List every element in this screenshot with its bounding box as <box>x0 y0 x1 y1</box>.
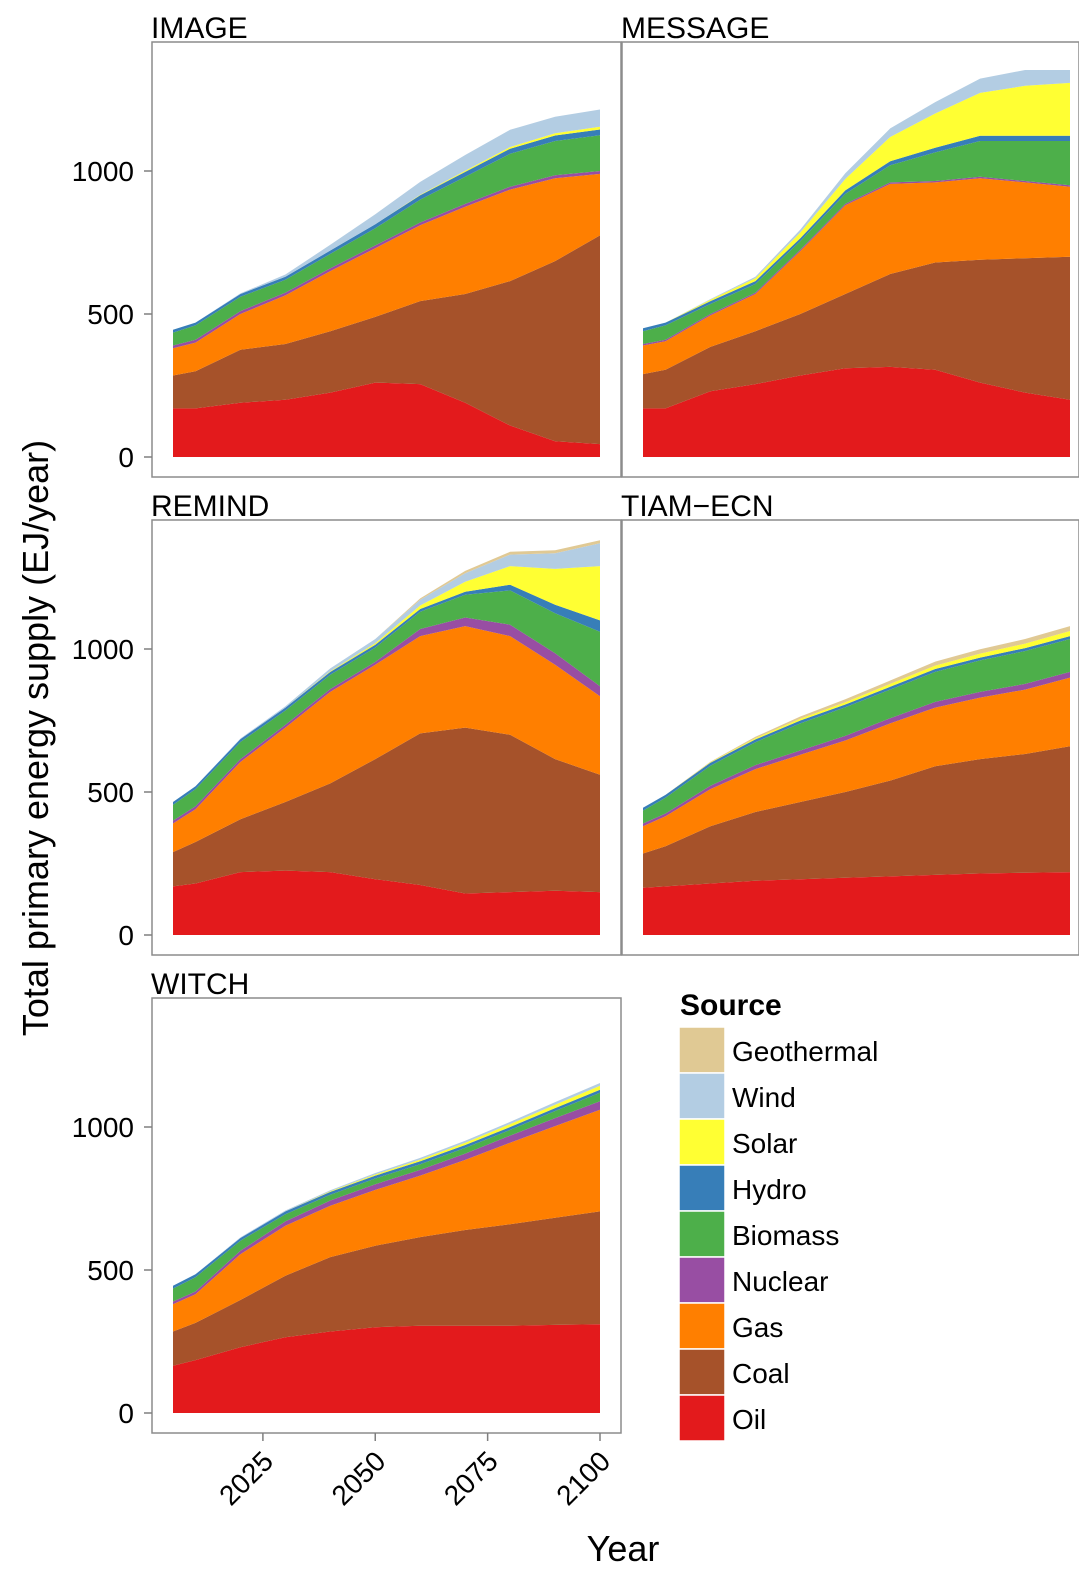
area-wind <box>173 1083 600 1286</box>
legend-swatch <box>678 1256 726 1304</box>
area-hydro <box>173 584 600 805</box>
area-coal <box>173 1211 600 1366</box>
y-tick-label: 0 <box>118 920 134 951</box>
area-oil <box>173 382 600 457</box>
legend-item-biomass: Biomass <box>678 1210 839 1258</box>
area-biomass <box>173 135 600 346</box>
legend-label: Gas <box>732 1312 783 1343</box>
legend-item-coal: Coal <box>678 1348 790 1396</box>
legend-swatch <box>678 1348 726 1396</box>
y-tick-label: 500 <box>87 1255 134 1286</box>
legend: Source Geothermal Wind Solar Hydro Biomass Nuc… <box>678 989 878 1442</box>
y-tick-label: 1000 <box>72 156 134 187</box>
area-gas <box>173 173 600 376</box>
legend-label: Wind <box>732 1082 796 1113</box>
facet-title: TIAM−ECN <box>621 490 774 523</box>
legend-item-oil: Oil <box>678 1394 766 1442</box>
legend-item-hydro: Hydro <box>678 1164 807 1212</box>
facet-title: REMIND <box>151 490 269 523</box>
area-gas <box>173 1109 600 1332</box>
x-tick-label: 2075 <box>438 1445 504 1511</box>
legend-item-wind: Wind <box>678 1072 796 1120</box>
area-solar <box>643 82 1070 329</box>
area-gas <box>643 677 1070 854</box>
legend-item-nuclear: Nuclear <box>678 1256 828 1304</box>
x-axis-title: Year <box>587 1528 660 1569</box>
area-biomass <box>643 141 1070 344</box>
area-coal <box>173 727 600 894</box>
facet-title: MESSAGE <box>621 12 769 45</box>
facet-panel-tiam-ecn: TIAM−ECN <box>621 490 1079 956</box>
legend-title: Source <box>680 989 782 1022</box>
x-tick-label: 2050 <box>326 1445 392 1511</box>
y-tick-label: 1000 <box>72 1112 134 1143</box>
area-gas <box>173 626 600 853</box>
area-hydro <box>173 129 600 333</box>
y-tick-label: 0 <box>118 1398 134 1429</box>
area-oil <box>643 366 1070 457</box>
legend-swatch <box>678 1026 726 1074</box>
legend-label: Coal <box>732 1358 790 1389</box>
area-oil <box>173 1324 600 1413</box>
x-tick-label: 2100 <box>550 1445 616 1511</box>
y-tick-label: 500 <box>87 299 134 330</box>
area-oil <box>643 872 1070 935</box>
area-oil <box>173 870 600 935</box>
legend-swatch <box>678 1210 726 1258</box>
legend-label: Nuclear <box>732 1266 828 1297</box>
area-gas <box>643 178 1070 375</box>
facet-title: WITCH <box>151 968 249 1001</box>
facet-panel-remind: REMIND 0 500 1000 <box>72 490 622 956</box>
area-coal <box>643 256 1070 409</box>
area-biomass <box>173 1092 600 1302</box>
legend-label: Solar <box>732 1128 797 1159</box>
legend-label: Biomass <box>732 1220 839 1251</box>
y-axis-title: Total primary energy supply (EJ/year) <box>15 440 56 1036</box>
legend-swatch <box>678 1302 726 1350</box>
area-coal <box>173 235 600 445</box>
facet-panel-image: IMAGE 0 500 1000 <box>72 12 622 478</box>
legend-swatch <box>678 1164 726 1212</box>
area-nuclear <box>643 176 1070 346</box>
legend-swatch <box>678 1118 726 1166</box>
legend-item-geothermal: Geothermal <box>678 1026 878 1074</box>
y-tick-label: 0 <box>118 442 134 473</box>
legend-swatch <box>678 1394 726 1442</box>
legend-item-gas: Gas <box>678 1302 783 1350</box>
facet-title: IMAGE <box>151 12 248 45</box>
area-wind <box>173 109 600 330</box>
y-tick-label: 1000 <box>72 634 134 665</box>
legend-label: Hydro <box>732 1174 807 1205</box>
area-solar <box>173 566 600 802</box>
area-biomass <box>643 639 1070 824</box>
legend-item-solar: Solar <box>678 1118 797 1166</box>
facet-panel-witch: WITCH 0 500 1000 <box>72 968 622 1434</box>
area-hydro <box>173 1089 600 1289</box>
y-tick-label: 500 <box>87 777 134 808</box>
area-nuclear <box>173 1101 600 1305</box>
area-nuclear <box>643 671 1070 827</box>
area-solar <box>173 1085 600 1286</box>
legend-label: Oil <box>732 1404 766 1435</box>
x-tick-label: 2025 <box>213 1445 279 1511</box>
legend-label: Geothermal <box>732 1036 878 1067</box>
facet-panel-message: MESSAGE <box>621 12 1079 478</box>
area-coal <box>643 746 1070 888</box>
legend-swatch <box>678 1072 726 1120</box>
